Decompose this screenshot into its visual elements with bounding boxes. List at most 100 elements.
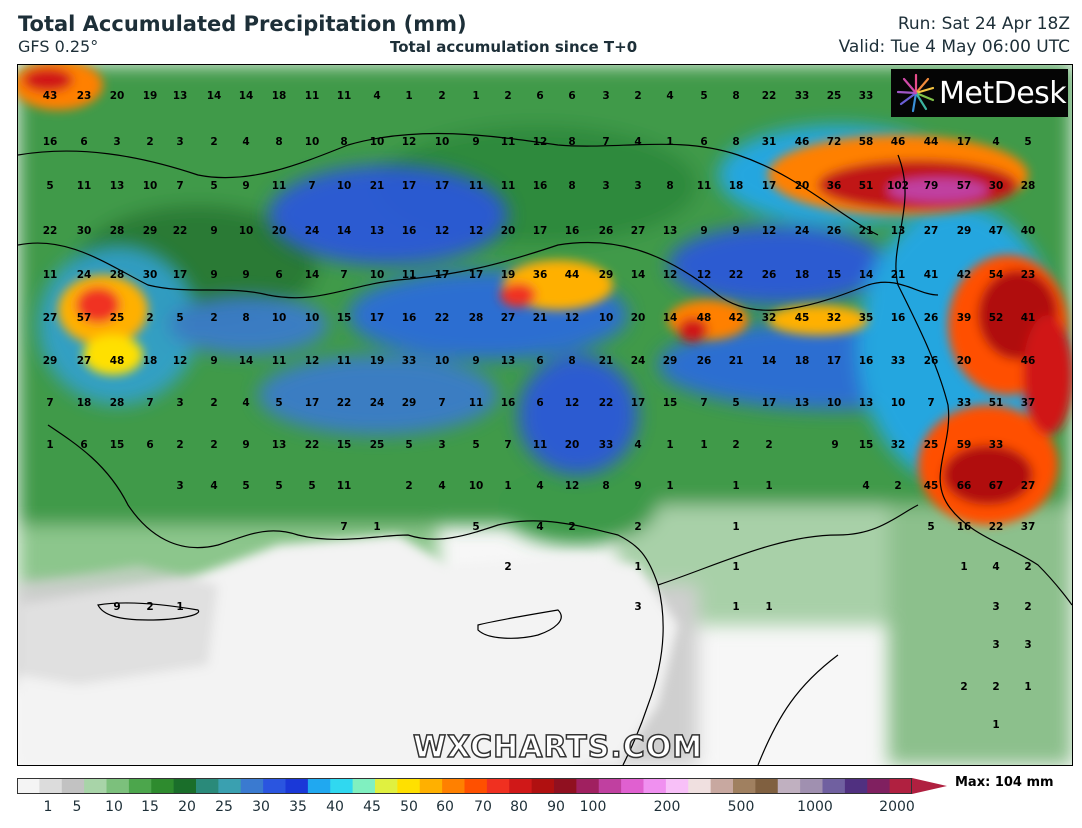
- grid-value-label: 9: [210, 269, 218, 281]
- grid-value-label: 3: [176, 136, 184, 148]
- legend-swatch: [889, 778, 913, 794]
- grid-value-label: 1: [732, 521, 740, 533]
- grid-value-label: 13: [890, 225, 906, 237]
- grid-value-label: 2: [992, 681, 1000, 693]
- grid-value-label: 28: [468, 312, 484, 324]
- legend-swatch: [218, 778, 242, 794]
- grid-value-label: 14: [761, 355, 777, 367]
- grid-value-label: 22: [172, 225, 188, 237]
- legend-swatch: [442, 778, 465, 794]
- grid-value-label: 33: [401, 355, 417, 367]
- grid-value-label: 13: [109, 180, 125, 192]
- color-legend-bar: [17, 778, 947, 794]
- legend-swatch: [352, 778, 376, 794]
- precipitation-map[interactable]: 43 23 20 19 13 14 14 18 11 11 4 1 2 1 2 6 6 3 2 4 5 8 22 33 25 33…: [17, 64, 1073, 766]
- grid-value-label: 2: [765, 439, 773, 451]
- grid-value-label: 8: [275, 136, 283, 148]
- grid-value-label: 11: [468, 397, 484, 409]
- grid-value-label: 33: [956, 397, 972, 409]
- grid-value-label: 14: [336, 225, 352, 237]
- grid-value-label: 2: [438, 90, 446, 102]
- grid-value-label: 4: [634, 136, 642, 148]
- grid-value-label: 16: [532, 180, 548, 192]
- grid-value-label: 10: [468, 480, 484, 492]
- grid-value-label: 28: [109, 269, 125, 281]
- grid-value-label: 2: [894, 480, 902, 492]
- legend-tick-label: 10: [105, 799, 123, 815]
- grid-value-label: 6: [80, 439, 88, 451]
- grid-value-label: 4: [373, 90, 381, 102]
- legend-swatch: [710, 778, 734, 794]
- grid-value-label: 14: [304, 269, 320, 281]
- grid-value-label: 25: [826, 90, 842, 102]
- grid-value-label: 51: [858, 180, 874, 192]
- legend-swatch: [621, 778, 644, 794]
- grid-value-label: 32: [890, 439, 906, 451]
- grid-value-label: 46: [890, 136, 906, 148]
- grid-value-label: 2: [732, 439, 740, 451]
- grid-value-label: 23: [1020, 269, 1036, 281]
- grid-value-label: 12: [564, 397, 580, 409]
- grid-value-label: 10: [336, 180, 352, 192]
- legend-tick-label: 70: [474, 799, 492, 815]
- grid-value-label: 14: [858, 269, 874, 281]
- watermark: WXCHARTS.COM: [412, 729, 704, 765]
- grid-value-label: 5: [242, 480, 250, 492]
- legend-swatch: [688, 778, 712, 794]
- grid-value-label: 12: [434, 225, 450, 237]
- grid-value-label: 19: [142, 90, 158, 102]
- run-time: Run: Sat 24 Apr 18Z: [897, 14, 1070, 34]
- grid-value-label: 16: [401, 225, 417, 237]
- legend-swatch: [777, 778, 801, 794]
- grid-value-label: 10: [434, 136, 450, 148]
- metdesk-logo: MetDesk: [891, 69, 1068, 117]
- grid-value-label: 31: [761, 136, 777, 148]
- chart-subtitle: Total accumulation since T+0: [390, 38, 638, 56]
- grid-value-label: 2: [210, 312, 218, 324]
- grid-value-label: 18: [794, 269, 810, 281]
- grid-value-label: 29: [42, 355, 58, 367]
- grid-value-label: 22: [728, 269, 744, 281]
- grid-value-label: 6: [536, 90, 544, 102]
- legend-tick-label: 90: [547, 799, 565, 815]
- grid-value-label: 4: [536, 521, 544, 533]
- legend-swatch: [509, 778, 533, 794]
- grid-value-label: 21: [728, 355, 744, 367]
- grid-value-label: 18: [271, 90, 287, 102]
- grid-value-label: 8: [732, 90, 740, 102]
- legend-tick-label: 1: [43, 799, 53, 815]
- grid-value-label: 4: [536, 480, 544, 492]
- grid-value-label: 7: [438, 397, 446, 409]
- grid-value-label: 16: [858, 355, 874, 367]
- grid-value-label: 27: [76, 355, 92, 367]
- legend-tick-label: 35: [289, 799, 307, 815]
- grid-value-label: 10: [304, 312, 320, 324]
- grid-value-label: 33: [890, 355, 906, 367]
- grid-value-label: 17: [761, 180, 777, 192]
- grid-value-label: 4: [242, 136, 250, 148]
- grid-value-label: 20: [500, 225, 516, 237]
- grid-value-label: 8: [568, 136, 576, 148]
- grid-value-label: 4: [992, 136, 1000, 148]
- legend-swatch: [531, 778, 555, 794]
- grid-value-label: 33: [988, 439, 1004, 451]
- grid-value-label: 11: [696, 180, 712, 192]
- grid-value-label: 57: [76, 312, 92, 324]
- grid-value-label: 21: [858, 225, 874, 237]
- grid-value-label: 4: [210, 480, 218, 492]
- grid-value-label: 11: [468, 180, 484, 192]
- grid-value-label: 4: [242, 397, 250, 409]
- grid-value-label: 19: [500, 269, 516, 281]
- grid-value-label: 67: [988, 480, 1004, 492]
- grid-value-label: 26: [598, 225, 614, 237]
- grid-value-label: 9: [831, 439, 839, 451]
- grid-value-label: 5: [700, 90, 708, 102]
- grid-value-label: 41: [923, 269, 939, 281]
- map-field: [18, 65, 1072, 765]
- grid-value-label: 12: [304, 355, 320, 367]
- grid-value-label: 44: [564, 269, 580, 281]
- grid-value-label: 9: [634, 480, 642, 492]
- legend-swatch: [375, 778, 398, 794]
- grid-value-label: 8: [568, 180, 576, 192]
- legend-tick-label: 60: [436, 799, 454, 815]
